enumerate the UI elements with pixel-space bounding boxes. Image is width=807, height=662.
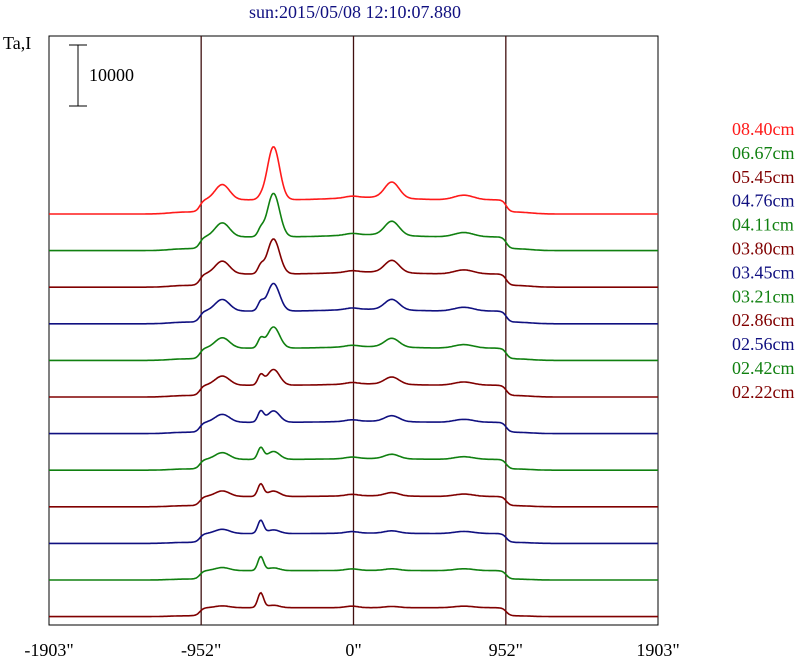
x-tick-label: 952": [489, 640, 523, 660]
legend-entry: 04.11cm: [732, 215, 794, 235]
chart-title: sun:2015/05/08 12:10:07.880: [249, 2, 461, 22]
x-tick-label: 1903": [636, 640, 679, 660]
legend-entry: 05.45cm: [732, 167, 795, 187]
x-tick-label: 0": [345, 640, 361, 660]
legend-entry: 08.40cm: [732, 119, 795, 139]
y-axis-label: Ta,I: [3, 33, 31, 53]
series-line-08.40cm: [49, 146, 658, 215]
legend: 08.40cm 06.67cm 05.45cm 04.76cm 04.11cm 03.80…: [732, 119, 795, 402]
series-line-04.11cm: [49, 326, 658, 362]
series-line-03.45cm: [49, 409, 658, 435]
legend-entry: 02.86cm: [732, 310, 795, 330]
series-line-02.42cm: [49, 555, 658, 581]
series-line-02.56cm: [49, 519, 658, 545]
scale-bar: 10000: [69, 44, 134, 107]
x-tick-label: -1903": [24, 640, 73, 660]
legend-entry: 06.67cm: [732, 143, 795, 163]
legend-entry: 03.21cm: [732, 286, 795, 306]
legend-entry: 04.76cm: [732, 191, 795, 211]
series-line-03.21cm: [49, 446, 658, 471]
series-line-05.45cm: [49, 238, 658, 288]
series-line-04.76cm: [49, 282, 658, 325]
vertical-reference-lines: [200, 36, 507, 625]
series-group: [49, 146, 658, 618]
series-line-03.80cm: [49, 368, 658, 398]
x-tick-label: -952": [181, 640, 221, 660]
scale-bar-label: 10000: [89, 65, 134, 85]
legend-entry: 02.42cm: [732, 358, 795, 378]
series-line-02.86cm: [49, 482, 658, 508]
legend-entry: 03.45cm: [732, 262, 795, 282]
legend-entry: 02.56cm: [732, 334, 795, 354]
legend-entry: 02.22cm: [732, 382, 795, 402]
legend-entry: 03.80cm: [732, 239, 795, 259]
series-line-02.22cm: [49, 591, 658, 618]
x-tick-labels: -1903" -952" 0" 952" 1903": [24, 640, 679, 660]
series-line-06.67cm: [49, 192, 658, 252]
